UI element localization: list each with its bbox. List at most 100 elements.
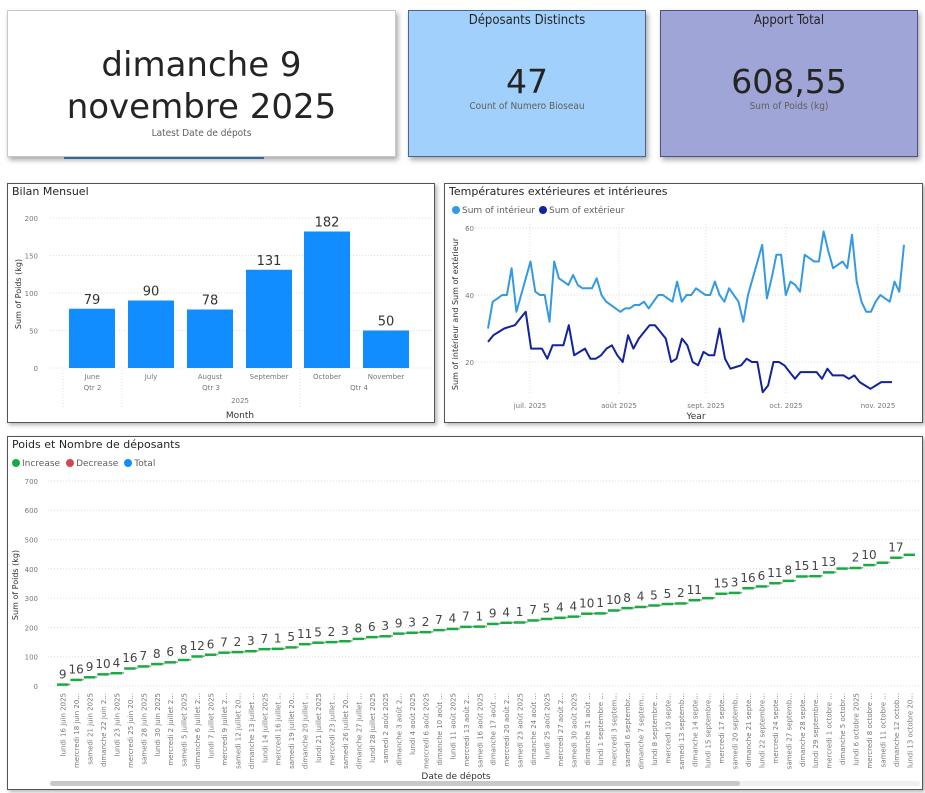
data-label: 1 (596, 596, 604, 610)
waterfall-bar (204, 653, 217, 656)
x-tick-label: mercredi 16 juillet ... (275, 693, 283, 766)
waterfall-bar (151, 662, 163, 666)
x-tick-label: lundi 4 août 2025 (409, 693, 417, 755)
data-label: 3 (408, 616, 416, 630)
legend-item-total[interactable]: Total (124, 459, 155, 469)
waterfall-svg: 0 100 200 300 400 500 600 700 9 lundi 16 juin 202… (11, 478, 920, 782)
bar (304, 231, 350, 368)
waterfall-bar (688, 598, 700, 602)
waterfall-bar (634, 605, 647, 609)
bar (187, 309, 233, 368)
y-tick-label: 400 (25, 566, 38, 574)
legend-label: Increase (22, 459, 61, 469)
data-label: 2 (677, 586, 685, 600)
waterfall-bar (191, 655, 203, 658)
x-tick-label: samedi 21 juin 2025 (87, 693, 95, 765)
waterfall-bar (366, 635, 378, 639)
waterfall-bar (769, 581, 781, 585)
monthly-bar-chart[interactable]: Bilan Mensuel 0 50 100 150 200 79 June 90 July 78… (7, 183, 435, 423)
data-label: 4 (113, 656, 121, 670)
line-legend: Sum of intérieur Sum of extérieur (452, 206, 625, 216)
x-tick-label: mercredi 25 juin 20... (127, 693, 135, 768)
waterfall-bar (581, 612, 593, 615)
x-tick-label: mercredi 18 juin 20... (73, 693, 81, 768)
x-tick-label: August (198, 373, 223, 381)
data-label: 2 (852, 551, 860, 565)
legend-item-exterieur[interactable]: Sum of extérieur (539, 206, 625, 216)
x-tick-label: lundi 6 octobre 2025 (853, 693, 861, 766)
data-label: 7 (462, 610, 470, 624)
horizontal-scrollbar[interactable] (50, 781, 920, 786)
series-line-interieur (487, 230, 905, 329)
waterfall-bar (298, 642, 311, 646)
waterfall-bar (863, 563, 875, 567)
y-tick-label: 20 (465, 359, 474, 367)
x-axis-title: Year (685, 412, 705, 422)
x-tick-label: November (368, 373, 405, 381)
data-label: 12 (189, 639, 204, 653)
temperature-line-chart[interactable]: Températures extérieures et intérieures … (444, 183, 923, 423)
waterfall-bar (809, 574, 821, 578)
data-label: 7 (140, 649, 148, 663)
x-tick-label: mercredi 13 août 2... (463, 693, 471, 767)
chart-title: Températures extérieures et intérieures (449, 185, 668, 198)
data-label: 4 (570, 599, 578, 613)
data-label: 5 (287, 630, 295, 644)
depositors-value: 47 (506, 62, 548, 101)
x-tick-label: dimanche 27 juillet ... (355, 693, 363, 769)
data-label: 9 (86, 660, 94, 674)
x-tick-label: lundi 1 septembre ... (597, 693, 605, 766)
waterfall-bar (325, 640, 338, 644)
data-label: 3 (381, 619, 389, 633)
chart-title: Bilan Mensuel (12, 185, 89, 198)
x-tick-label: dimanche 28 septe... (799, 693, 807, 767)
waterfall-bar (702, 596, 714, 600)
waterfall-bar (675, 602, 687, 605)
x-tick-label: lundi 14 juillet 2025 (261, 693, 269, 763)
waterfall-bar (876, 561, 889, 564)
waterfall-bar (57, 683, 69, 686)
x-tick-label: dimanche 7 septem... (638, 693, 646, 769)
data-label: 16 (69, 663, 84, 677)
data-label: 10 (606, 593, 621, 607)
x-tick-label: oct. 2025 (769, 402, 802, 410)
x-tick-label: samedi 2 août 2025 (382, 693, 390, 763)
data-label: 9 (489, 607, 497, 621)
waterfall-bar (392, 632, 405, 635)
waterfall-bar (715, 592, 727, 596)
x-tick-label: dimanche 13 juillet ... (248, 693, 256, 769)
legend-item-increase[interactable]: Increase (12, 459, 60, 469)
waterfall-chart[interactable]: Poids et Nombre de déposants Increase De… (7, 436, 923, 790)
scrollbar-thumb[interactable] (50, 781, 740, 786)
waterfall-bar (164, 661, 176, 664)
data-label: 79 (84, 293, 101, 308)
data-label: 2 (234, 635, 242, 649)
x-tick-label: samedi 27 septemb... (785, 693, 793, 769)
data-label: 9 (59, 667, 67, 681)
data-label: 7 (529, 603, 537, 617)
y-tick-label: 500 (25, 537, 38, 545)
x-tick-label: June (83, 373, 99, 381)
legend-item-interieur[interactable]: Sum of intérieur (452, 206, 535, 216)
legend-item-decrease[interactable]: Decrease (66, 459, 118, 469)
x-tick-label: mercredi 2 juillet 2... (167, 693, 175, 766)
y-tick-label: 0 (34, 683, 38, 691)
x-tick-label: mercredi 6 août 2025 (423, 693, 431, 769)
depositors-title: Déposants Distincts (468, 13, 586, 28)
x-tick-label: samedi 26 juillet 20... (342, 693, 350, 769)
legend-label: Decrease (76, 459, 119, 469)
waterfall-bar (272, 647, 284, 651)
waterfall-bar (554, 616, 566, 620)
x-tick-label: lundi 22 septembre... (758, 693, 766, 768)
y-tick-label: 50 (29, 328, 38, 336)
data-label: 6 (207, 637, 215, 651)
data-label: 6 (368, 620, 376, 634)
x-tick-label: août 2025 (601, 402, 637, 410)
x-tick-label: mercredi 10 septe... (664, 693, 672, 764)
quarter-label: Qtr 2 (84, 384, 102, 392)
x-tick-label: dimanche 31 août ... (584, 693, 592, 766)
x-tick-label: lundi 28 juillet 2025 (369, 693, 377, 763)
waterfall-legend: Increase Decrease Total (12, 459, 155, 469)
data-label: 4 (637, 590, 645, 604)
data-label: 6 (758, 569, 766, 583)
